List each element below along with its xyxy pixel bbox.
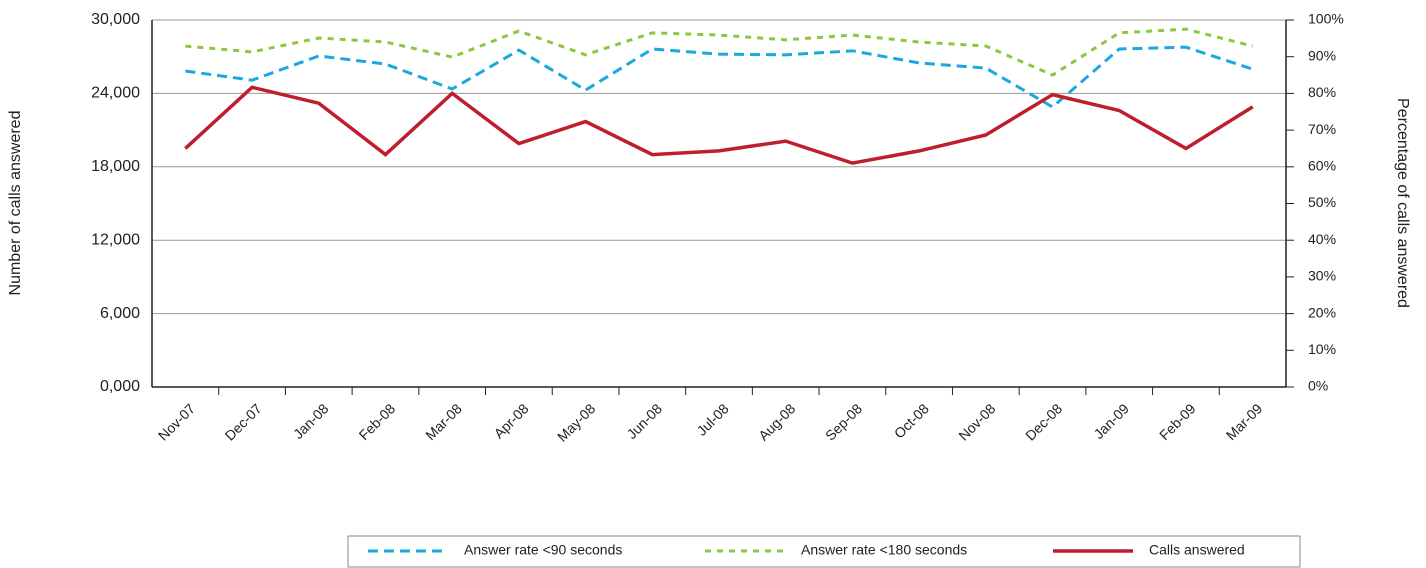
x-tick-label: Jun-08 bbox=[623, 400, 665, 442]
x-tick-label: Dec-08 bbox=[1022, 400, 1065, 443]
legend-label: Answer rate <90 seconds bbox=[464, 542, 622, 558]
x-tick-label: Oct-08 bbox=[891, 400, 932, 441]
y-tick-label: 6,000 bbox=[100, 305, 140, 322]
y2-tick-label: 0% bbox=[1308, 378, 1328, 394]
y2-tick-label: 60% bbox=[1308, 158, 1336, 174]
x-tick-label: Jan-08 bbox=[290, 400, 332, 442]
x-tick-label: Sep-08 bbox=[822, 400, 865, 443]
y-tick-label: 0,000 bbox=[100, 378, 140, 395]
series-line bbox=[185, 27, 1254, 77]
x-tick-label: Jan-09 bbox=[1090, 400, 1132, 442]
x-tick-label: Feb-09 bbox=[1156, 400, 1199, 443]
y2-axis-label: Percentage of calls answered bbox=[1394, 98, 1411, 308]
y2-tick-label: 20% bbox=[1308, 304, 1336, 320]
x-tick-label: Dec-07 bbox=[222, 400, 265, 443]
y-tick-label: 18,000 bbox=[91, 158, 140, 175]
y2-tick-label: 70% bbox=[1308, 121, 1336, 137]
y-axis-label: Number of calls answered bbox=[7, 111, 24, 296]
legend-label: Calls answered bbox=[1149, 542, 1245, 558]
y2-tick-label: 40% bbox=[1308, 231, 1336, 247]
y2-tick-label: 80% bbox=[1308, 84, 1336, 100]
x-tick-label: Mar-09 bbox=[1223, 400, 1266, 443]
y-tick-label: 24,000 bbox=[91, 85, 140, 102]
y-tick-label: 30,000 bbox=[91, 11, 140, 28]
y2-tick-label: 100% bbox=[1308, 11, 1344, 27]
y2-tick-label: 90% bbox=[1308, 47, 1336, 63]
y2-tick-label: 30% bbox=[1308, 268, 1336, 284]
x-tick-label: Mar-08 bbox=[422, 400, 465, 443]
x-tick-label: Nov-07 bbox=[155, 400, 198, 443]
y-tick-label: 12,000 bbox=[91, 231, 140, 248]
series-line bbox=[185, 45, 1254, 109]
x-tick-label: Nov-08 bbox=[955, 400, 998, 443]
series-line bbox=[184, 85, 1254, 165]
x-tick-label: Feb-08 bbox=[356, 400, 399, 443]
y2-tick-label: 50% bbox=[1308, 194, 1336, 210]
legend-box bbox=[347, 535, 1301, 568]
y2-tick-label: 10% bbox=[1308, 341, 1336, 357]
legend-label: Answer rate <180 seconds bbox=[801, 542, 967, 558]
x-tick-label: Jul-08 bbox=[693, 400, 731, 438]
x-tick-label: May-08 bbox=[554, 400, 598, 444]
x-tick-label: Apr-08 bbox=[491, 400, 532, 441]
x-tick-label: Aug-08 bbox=[755, 400, 798, 443]
